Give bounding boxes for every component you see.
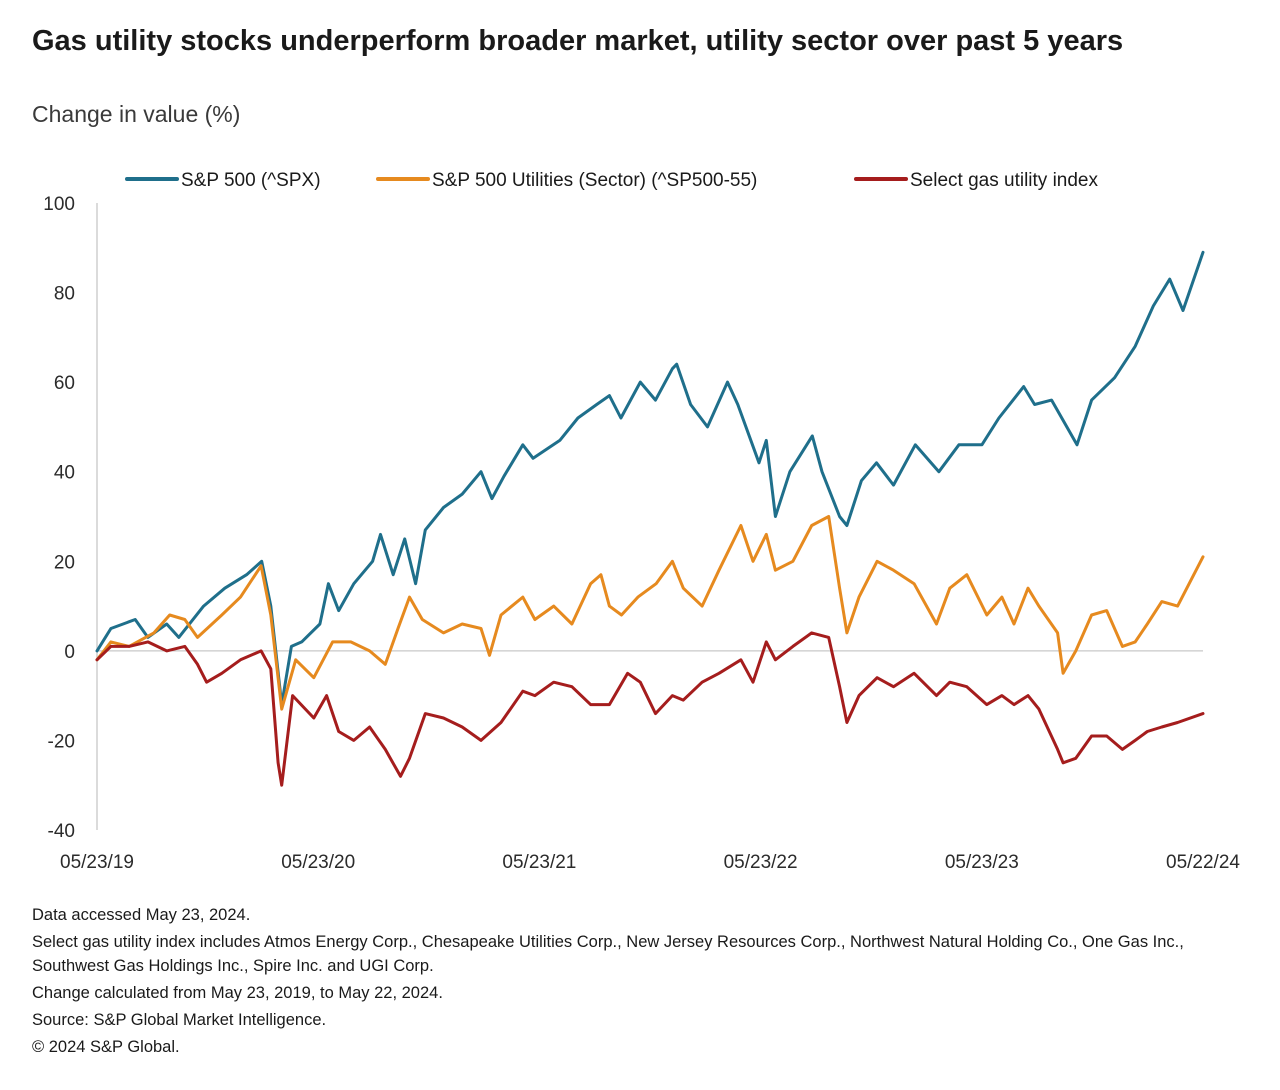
y-tick-label: -20 xyxy=(48,731,75,752)
x-tick-label: 05/23/19 xyxy=(60,852,134,873)
x-tick-label: 05/23/20 xyxy=(281,852,355,873)
footnote-source: Source: S&P Global Market Intelligence. xyxy=(32,1011,327,1029)
x-tick-label: 05/22/24 xyxy=(1166,852,1240,873)
legend-label: S&P 500 (^SPX) xyxy=(181,170,321,191)
legend-label: Select gas utility index xyxy=(910,170,1098,191)
footnote-data-accessed: Data accessed May 23, 2024. xyxy=(32,906,251,924)
y-tick-label: 80 xyxy=(54,284,75,305)
y-tick-label: 0 xyxy=(64,642,75,663)
footnotes: Data accessed May 23, 2024. Select gas u… xyxy=(32,903,1242,1062)
chart-title: Gas utility stocks underperform broader … xyxy=(32,25,1124,57)
y-tick-label: 20 xyxy=(54,552,75,573)
footnote-index-members: Select gas utility index includes Atmos … xyxy=(32,933,1184,975)
y-tick-label: 100 xyxy=(43,194,75,215)
footnote-copyright: © 2024 S&P Global. xyxy=(32,1038,180,1056)
line-chart: S&P 500 (^SPX) S&P 500 Utilities (Sector)… xyxy=(43,170,1240,873)
series-line xyxy=(95,250,1205,707)
x-tick-label: 05/23/22 xyxy=(724,852,798,873)
chart-subtitle: Change in value (%) xyxy=(32,101,241,127)
legend-label: S&P 500 Utilities (Sector) (^SP500-55) xyxy=(432,170,757,191)
y-tick-label: 40 xyxy=(54,463,75,484)
series-line xyxy=(95,631,1205,787)
series-layer xyxy=(95,250,1205,787)
series-line xyxy=(95,515,1205,711)
chart-axes: -40 -20 0 20 40 60 80 100 05/23/19 05/23/20 05/23/… xyxy=(43,194,1240,873)
footnote-calculation-period: Change calculated from May 23, 2019, to … xyxy=(32,984,443,1002)
chart-legend: S&P 500 (^SPX) S&P 500 Utilities (Sector)… xyxy=(125,170,1098,191)
x-tick-label: 05/23/21 xyxy=(502,852,576,873)
x-tick-label: 05/23/23 xyxy=(945,852,1019,873)
y-tick-label: -40 xyxy=(48,821,75,842)
y-tick-label: 60 xyxy=(54,373,75,394)
